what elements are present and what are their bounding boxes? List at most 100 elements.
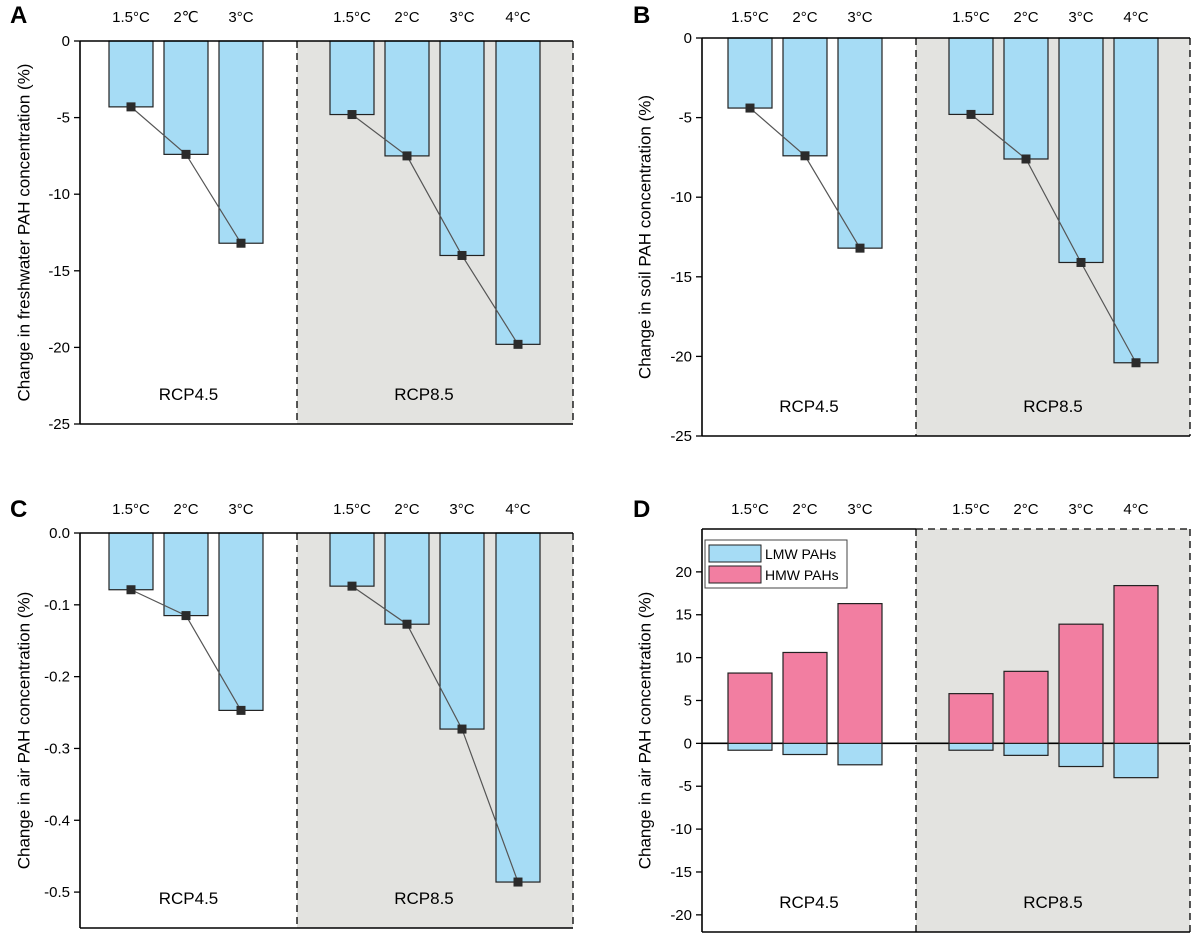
hmw-bar (948, 693, 994, 744)
scenario-label: RCP4.5 (159, 385, 219, 404)
bar (329, 40, 375, 116)
bar (1113, 37, 1159, 364)
category-label: 4°C (505, 9, 530, 26)
bar (108, 532, 154, 591)
bar (495, 40, 541, 345)
data-marker (347, 581, 357, 591)
category-label: 1.5°C (112, 9, 150, 26)
y-tick-label: -15 (670, 269, 692, 286)
panel-a: A Change in freshwater PAH concentration … (10, 2, 574, 433)
trend-line (351, 114, 519, 345)
y-tick-label: 0 (684, 735, 692, 752)
y-tick-label: -25 (48, 416, 70, 433)
y-tick-label: -5 (679, 110, 692, 127)
trend-line (970, 113, 1137, 364)
category-label: 3°C (1068, 9, 1093, 26)
scenario-label: RCP8.5 (1023, 893, 1083, 912)
hmw-bar (727, 672, 773, 744)
data-marker (236, 705, 246, 715)
y-tick-label: -0.1 (44, 597, 70, 614)
legend-label: LMW PAHs (765, 546, 836, 562)
y-tick-label: -20 (48, 339, 70, 356)
category-label: 2℃ (173, 9, 198, 26)
category-label: 1.5°C (112, 501, 150, 518)
y-axis-label: Change in freshwater PAH concentration (… (15, 64, 34, 402)
y-tick-label: -0.4 (44, 812, 70, 829)
category-label: 2°C (173, 501, 198, 518)
category-label: 3°C (449, 9, 474, 26)
scenario-label: RCP8.5 (394, 385, 454, 404)
panel-letter: C (10, 496, 27, 523)
category-label: 2°C (394, 501, 419, 518)
category-label: 2°C (792, 9, 817, 26)
bar (495, 532, 541, 883)
lmw-bar (1058, 742, 1104, 768)
panel-letter: B (633, 2, 650, 29)
panel-letter: D (633, 496, 650, 523)
bar (1003, 37, 1049, 160)
lmw-bar (1113, 742, 1159, 779)
panel-c: C Change in air PAH concentration (%) 0.0 -… (10, 496, 574, 929)
bar (163, 40, 209, 155)
hmw-bar (837, 602, 883, 744)
data-marker (402, 619, 412, 629)
bar (727, 37, 773, 109)
bar (439, 532, 485, 730)
legend: LMW PAHs HMW PAHs (704, 539, 848, 589)
bar (837, 37, 883, 249)
y-tick-label: 10 (675, 650, 692, 667)
hmw-bar (782, 651, 828, 744)
category-label: 3°C (228, 9, 253, 26)
y-tick-label: -10 (48, 186, 70, 203)
y-tick-label: -15 (48, 263, 70, 280)
category-label: 2°C (1013, 501, 1038, 518)
category-label: 4°C (1123, 9, 1148, 26)
bar (384, 40, 430, 157)
y-tick-label: -20 (670, 907, 692, 924)
data-marker (457, 250, 467, 260)
data-marker (855, 243, 865, 253)
lmw-bar (727, 742, 773, 751)
lmw-bar (837, 742, 883, 766)
y-tick-label: 0 (62, 33, 70, 50)
bar (218, 40, 264, 244)
hmw-bar (1058, 623, 1104, 744)
y-axis-label: Change in soil PAH concentration (%) (636, 95, 655, 379)
lmw-bar (1003, 742, 1049, 756)
y-tick-label: -25 (670, 428, 692, 445)
category-label: 3°C (847, 501, 872, 518)
legend-swatch-lmw (708, 544, 762, 563)
legend-label: HMW PAHs (765, 567, 839, 583)
y-tick-label: 20 (675, 564, 692, 581)
bar (218, 532, 264, 711)
y-tick-label: -20 (670, 348, 692, 365)
panel-b: B Change in soil PAH concentration (%) 0 -5… (633, 2, 1191, 445)
bar (163, 532, 209, 617)
category-label: 3°C (449, 501, 474, 518)
bar (329, 532, 375, 587)
category-label: 1.5°C (731, 9, 769, 26)
category-label: 3°C (847, 9, 872, 26)
data-marker (236, 238, 246, 248)
data-marker (457, 724, 467, 734)
trend-line (351, 585, 519, 883)
bar (1058, 37, 1104, 264)
y-tick-label: -5 (679, 778, 692, 795)
legend-swatch-hmw (708, 565, 762, 584)
panel-d: D Change in air PAH concentration (%) 20 15… (633, 496, 1191, 933)
category-label: 1.5°C (952, 501, 990, 518)
y-tick-label: -15 (670, 864, 692, 881)
scenario-label: RCP8.5 (394, 889, 454, 908)
y-tick-label: 0.0 (49, 525, 70, 542)
data-marker (513, 877, 523, 887)
data-marker (745, 103, 755, 113)
y-tick-label: -5 (57, 110, 70, 127)
data-marker (126, 102, 136, 112)
category-label: 2°C (394, 9, 419, 26)
data-marker (513, 339, 523, 349)
category-label: 1.5°C (333, 9, 371, 26)
hmw-bar (1113, 584, 1159, 744)
category-label: 2°C (1013, 9, 1038, 26)
category-label: 1.5°C (952, 9, 990, 26)
bar (948, 37, 994, 116)
